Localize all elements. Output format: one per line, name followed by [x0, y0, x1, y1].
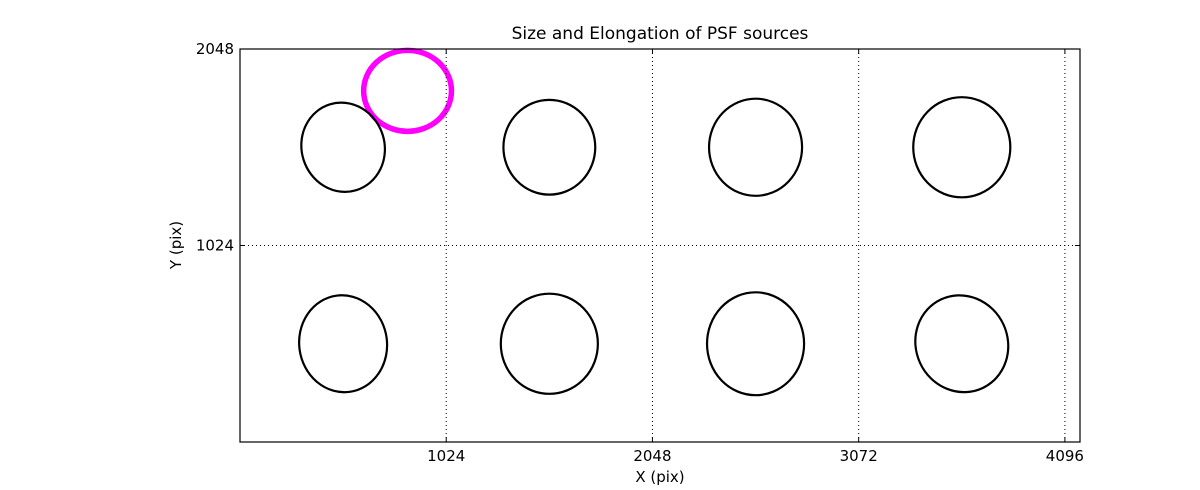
chart-title: Size and Elongation of PSF sources	[511, 24, 809, 44]
psf-source-ellipse	[705, 291, 806, 397]
x-tick-label: 3072	[840, 447, 878, 465]
x-axis-label: X (pix)	[635, 468, 685, 486]
x-tick-label: 1024	[427, 447, 465, 465]
psf-source-ellipse	[502, 98, 597, 196]
x-tick-label: 4096	[1046, 447, 1084, 465]
psf-source-ellipse	[914, 294, 1010, 394]
x-tick-label: 2048	[633, 447, 671, 465]
psf-source-ellipse	[912, 96, 1012, 199]
psf-source-ellipse	[499, 292, 599, 395]
highlight-source-ellipse	[360, 47, 455, 135]
y-tick-label: 1024	[196, 237, 234, 255]
psf-source-ellipse	[300, 101, 387, 193]
psf-source-ellipse	[298, 294, 389, 394]
psf-source-ellipse	[707, 97, 804, 197]
axes-box	[239, 48, 1081, 443]
y-tick-label: 2048	[196, 40, 234, 58]
